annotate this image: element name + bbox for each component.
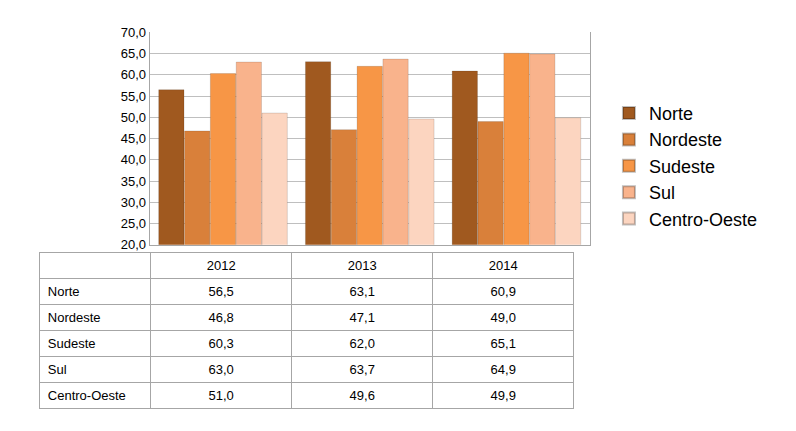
svg-text:35,0: 35,0 [121,174,146,189]
svg-text:65,0: 65,0 [121,46,146,61]
svg-text:47,1: 47,1 [350,310,375,325]
svg-text:Norte: Norte [649,104,693,124]
svg-text:2012: 2012 [207,258,236,273]
svg-text:62,0: 62,0 [350,336,375,351]
svg-text:Nordeste: Nordeste [649,130,722,150]
svg-text:Centro-Oeste: Centro-Oeste [48,388,126,403]
svg-text:60,0: 60,0 [121,67,146,82]
svg-text:2014: 2014 [489,258,518,273]
svg-text:Sudeste: Sudeste [649,157,715,177]
svg-text:30,0: 30,0 [121,195,146,210]
svg-text:46,8: 46,8 [209,310,234,325]
svg-text:60,9: 60,9 [491,284,516,299]
svg-text:65,1: 65,1 [491,336,516,351]
svg-text:51,0: 51,0 [209,388,234,403]
svg-text:49,9: 49,9 [491,388,516,403]
svg-text:50,0: 50,0 [121,110,146,125]
svg-text:Sul: Sul [48,362,67,377]
svg-text:70,0: 70,0 [121,25,146,40]
svg-text:Norte: Norte [48,284,80,299]
svg-text:63,0: 63,0 [209,362,234,377]
svg-text:60,3: 60,3 [209,336,234,351]
svg-text:Sul: Sul [649,183,675,203]
svg-text:20,0: 20,0 [121,237,146,252]
svg-text:63,1: 63,1 [350,284,375,299]
svg-text:40,0: 40,0 [121,152,146,167]
svg-text:64,9: 64,9 [491,362,516,377]
svg-text:49,6: 49,6 [350,388,375,403]
svg-text:25,0: 25,0 [121,216,146,231]
svg-text:56,5: 56,5 [209,284,234,299]
svg-text:2013: 2013 [348,258,377,273]
svg-text:49,0: 49,0 [491,310,516,325]
svg-text:55,0: 55,0 [121,89,146,104]
svg-text:Sudeste: Sudeste [48,336,96,351]
svg-text:Nordeste: Nordeste [48,310,101,325]
svg-text:Centro-Oeste: Centro-Oeste [649,210,757,230]
svg-text:63,7: 63,7 [350,362,375,377]
svg-text:45,0: 45,0 [121,131,146,146]
